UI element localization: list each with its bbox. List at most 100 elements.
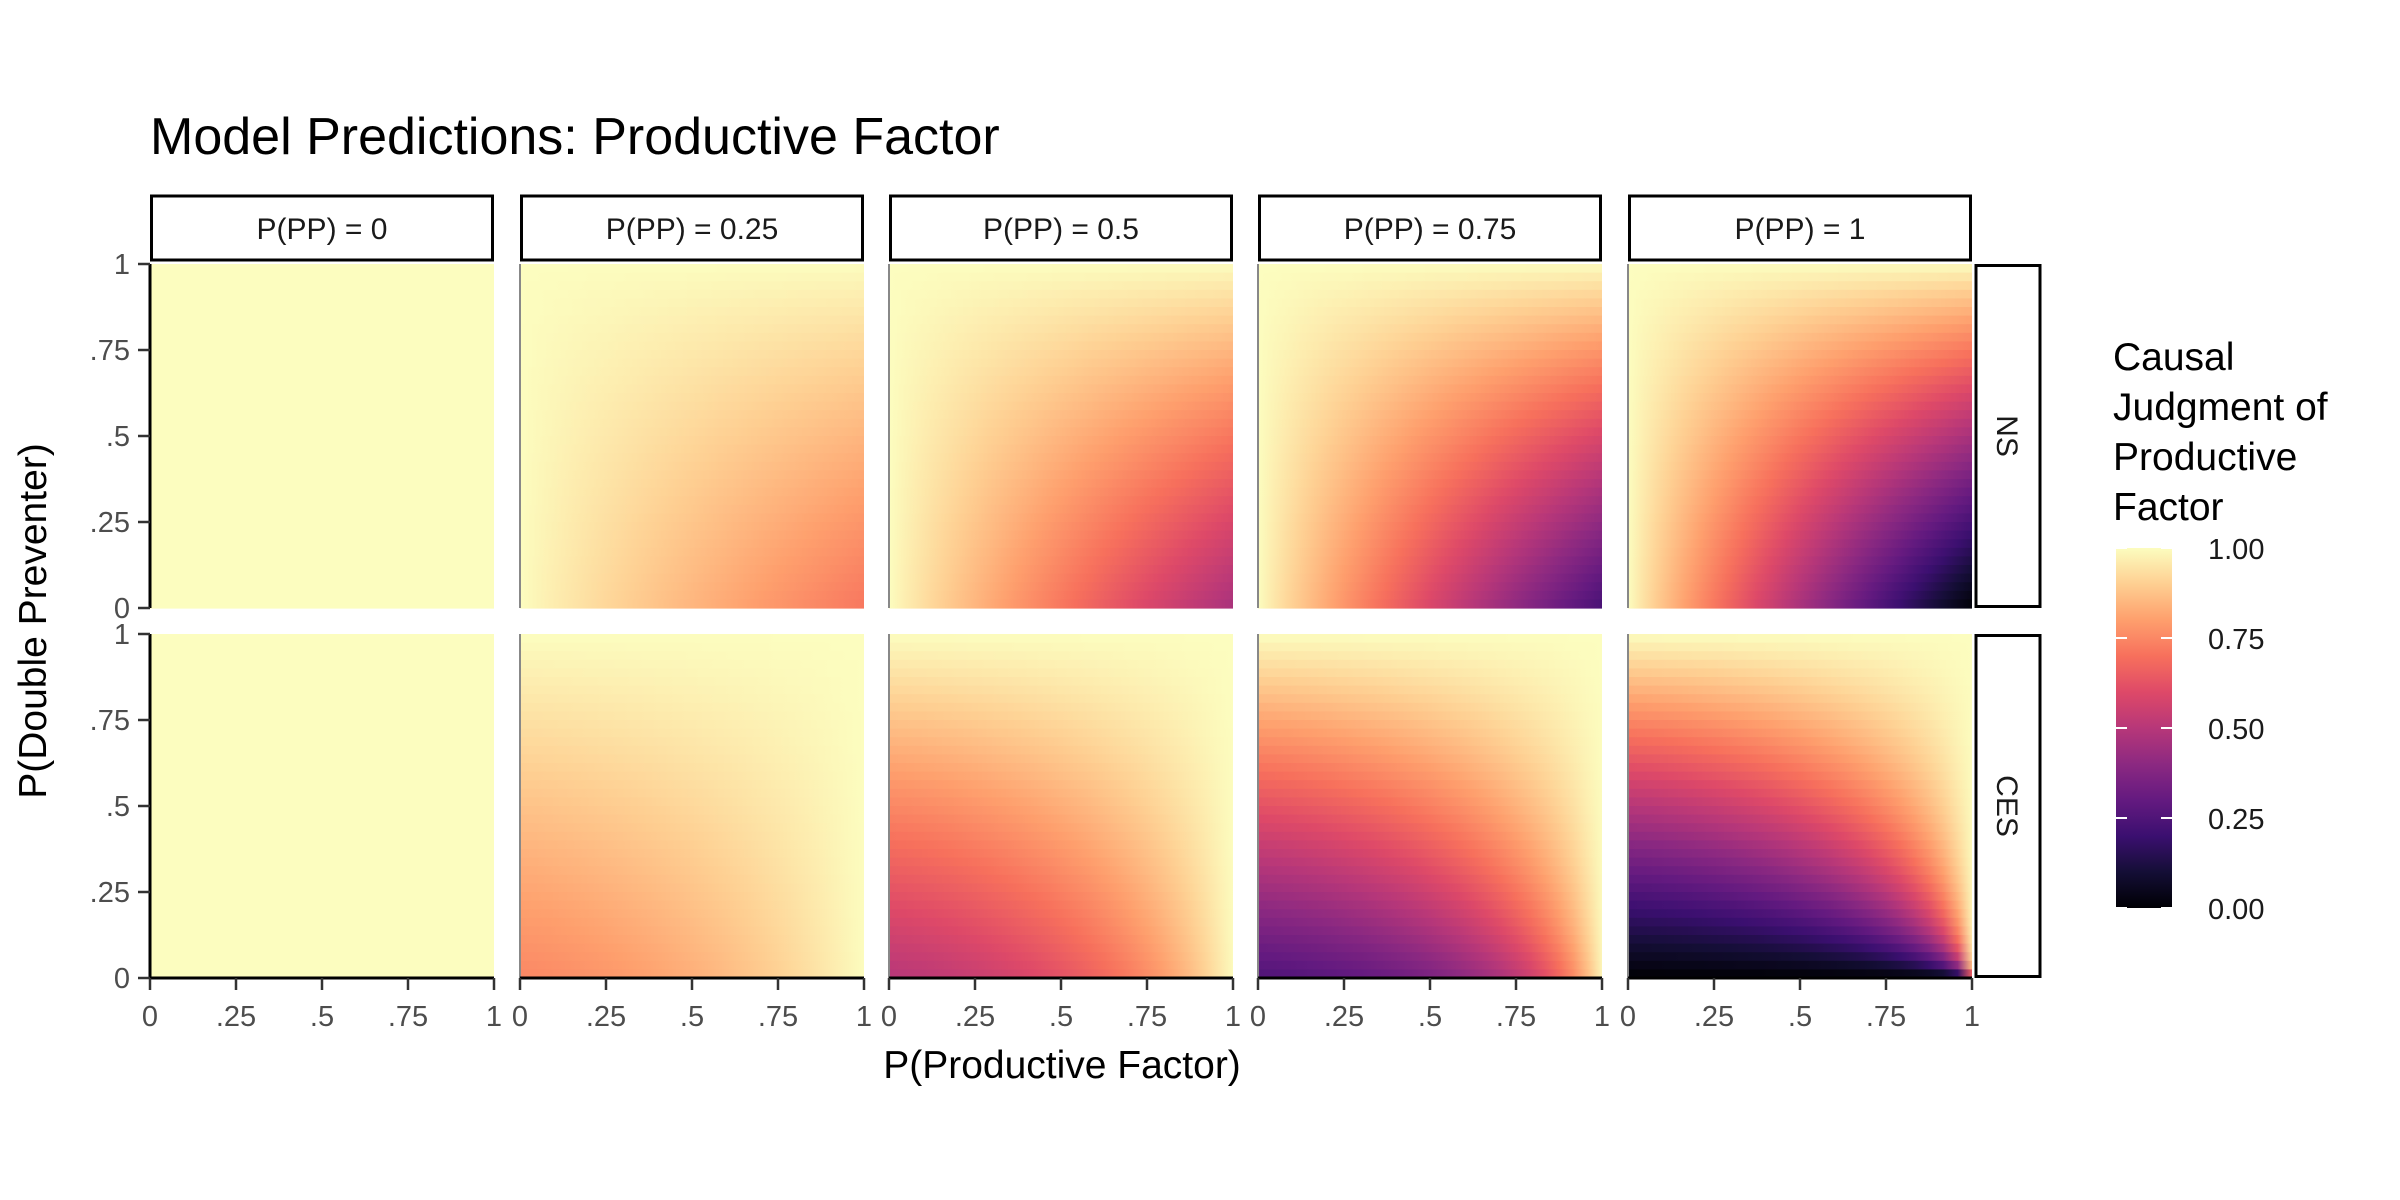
heatmap-row-band [1628, 513, 1972, 523]
heatmap-row-band [1258, 874, 1602, 884]
heatmap-row-band [150, 642, 494, 652]
heatmap-row-band [1628, 771, 1972, 781]
heatmap-row-band [1628, 866, 1972, 876]
heatmap-row-band [889, 547, 1233, 557]
heatmap-row-band [520, 573, 864, 583]
heatmap-row-band [150, 814, 494, 824]
heatmap-row-band [150, 272, 494, 282]
heatmap-row-band [520, 418, 864, 428]
heatmap-row-band [1628, 315, 1972, 325]
heatmap-row-band [889, 341, 1233, 351]
heatmap-row-band [889, 960, 1233, 970]
heatmap-row-band [1628, 401, 1972, 411]
heatmap-row-band [520, 952, 864, 962]
heatmap-row-band [1258, 530, 1602, 540]
y-tick-label: 1 [114, 619, 130, 651]
heatmap-row-band [520, 883, 864, 893]
heatmap-row-band [1628, 754, 1972, 764]
heatmap-row-band [1628, 470, 1972, 480]
strip-box [1628, 194, 1972, 262]
strip-label-column: P(PP) = 0.5 [983, 213, 1139, 246]
heatmap-row-band [520, 831, 864, 841]
heatmap-row-band [150, 332, 494, 342]
heatmap-row-band [1258, 513, 1602, 523]
heatmap-row-band [1258, 341, 1602, 351]
heatmap-row-band [889, 831, 1233, 841]
heatmap-row-band [889, 677, 1233, 687]
heatmap-panel-ces-0 [150, 634, 494, 979]
heatmap-row-band [1258, 324, 1602, 334]
heatmap-row-band [1258, 393, 1602, 403]
heatmap-row-band [1628, 720, 1972, 730]
heatmap-row-band [889, 780, 1233, 790]
heatmap-row-band [889, 952, 1233, 962]
heatmap-row-band [520, 943, 864, 953]
strip-label-row: NS [1990, 415, 2023, 457]
heatmap-row-band [889, 797, 1233, 807]
heatmap-row-band [520, 590, 864, 600]
heatmap-row-band [520, 393, 864, 403]
heatmap-row-band [1258, 418, 1602, 428]
heatmap-row-band [520, 436, 864, 446]
heatmap-row-band [1258, 384, 1602, 394]
heatmap-row-band [1258, 444, 1602, 454]
heatmap-row-band [889, 264, 1233, 274]
heatmap-row-band [1628, 341, 1972, 351]
strip-column-2: P(PP) = 0.5 [889, 194, 1233, 262]
heatmap-row-band [1628, 917, 1972, 927]
heatmap-panel-ces-4 [1628, 634, 1972, 979]
heatmap-row-band [1258, 935, 1602, 945]
heatmap-row-band [1628, 642, 1972, 652]
heatmap-row-band [1258, 943, 1602, 953]
heatmap-row-band [889, 565, 1233, 575]
heatmap-row-band [1258, 702, 1602, 712]
x-axis: 0.25.5.75 1 0.25.5.75 1 0.25.5.75 1 0.25.5.75 1… [142, 978, 1980, 1033]
y-tick-label: 0 [114, 963, 130, 995]
heatmap-row-band [1628, 926, 1972, 936]
heatmap-row-band [520, 487, 864, 497]
heatmap-row-band [1628, 952, 1972, 962]
heatmap-row-band [889, 874, 1233, 884]
heatmap-row-band [1258, 642, 1602, 652]
heatmap-row-band [1628, 272, 1972, 282]
x-tick-label: .25 [1324, 1001, 1364, 1033]
heatmap-row-band [520, 668, 864, 678]
heatmap-row-band [889, 436, 1233, 446]
heatmap-row-band [150, 461, 494, 471]
heatmap-row-band [520, 797, 864, 807]
heatmap-row-band [1628, 461, 1972, 471]
heatmap-row-band [889, 814, 1233, 824]
heatmap-row-band [520, 307, 864, 317]
heatmap-row-band [1258, 926, 1602, 936]
heatmap-row-band [150, 737, 494, 747]
heatmap-row-band [520, 556, 864, 566]
heatmap-row-band [889, 350, 1233, 360]
heatmap-row-band [889, 375, 1233, 385]
heatmap-panel-ns-4 [1628, 264, 1972, 609]
heatmap-row-band [1628, 909, 1972, 919]
heatmap-row-band [520, 745, 864, 755]
y-tick-label: 0 [114, 593, 130, 625]
heatmap-row-band [150, 892, 494, 902]
legend-title-line: Factor [2113, 486, 2224, 529]
heatmap-row-band [1628, 659, 1972, 669]
heatmap-row-band [1258, 883, 1602, 893]
heatmap-row-band [520, 470, 864, 480]
heatmap-row-band [889, 367, 1233, 377]
heatmap-row-band [1628, 281, 1972, 291]
heatmap-row-band [1258, 281, 1602, 291]
heatmap-row-band [520, 702, 864, 712]
legend-title-line: Judgment of [2113, 386, 2328, 429]
strip-box [150, 194, 494, 262]
heatmap-row-band [150, 677, 494, 687]
heatmap-row-band [889, 393, 1233, 403]
x-tick-label: 0 [142, 1001, 158, 1033]
heatmap-row-band [150, 720, 494, 730]
heatmap-row-band [889, 324, 1233, 334]
heatmap-row-band [1628, 900, 1972, 910]
heatmap-row-band [520, 763, 864, 773]
heatmap-row-band [889, 935, 1233, 945]
heatmap-row-band [1628, 479, 1972, 489]
x-tick-label: .25 [586, 1001, 626, 1033]
